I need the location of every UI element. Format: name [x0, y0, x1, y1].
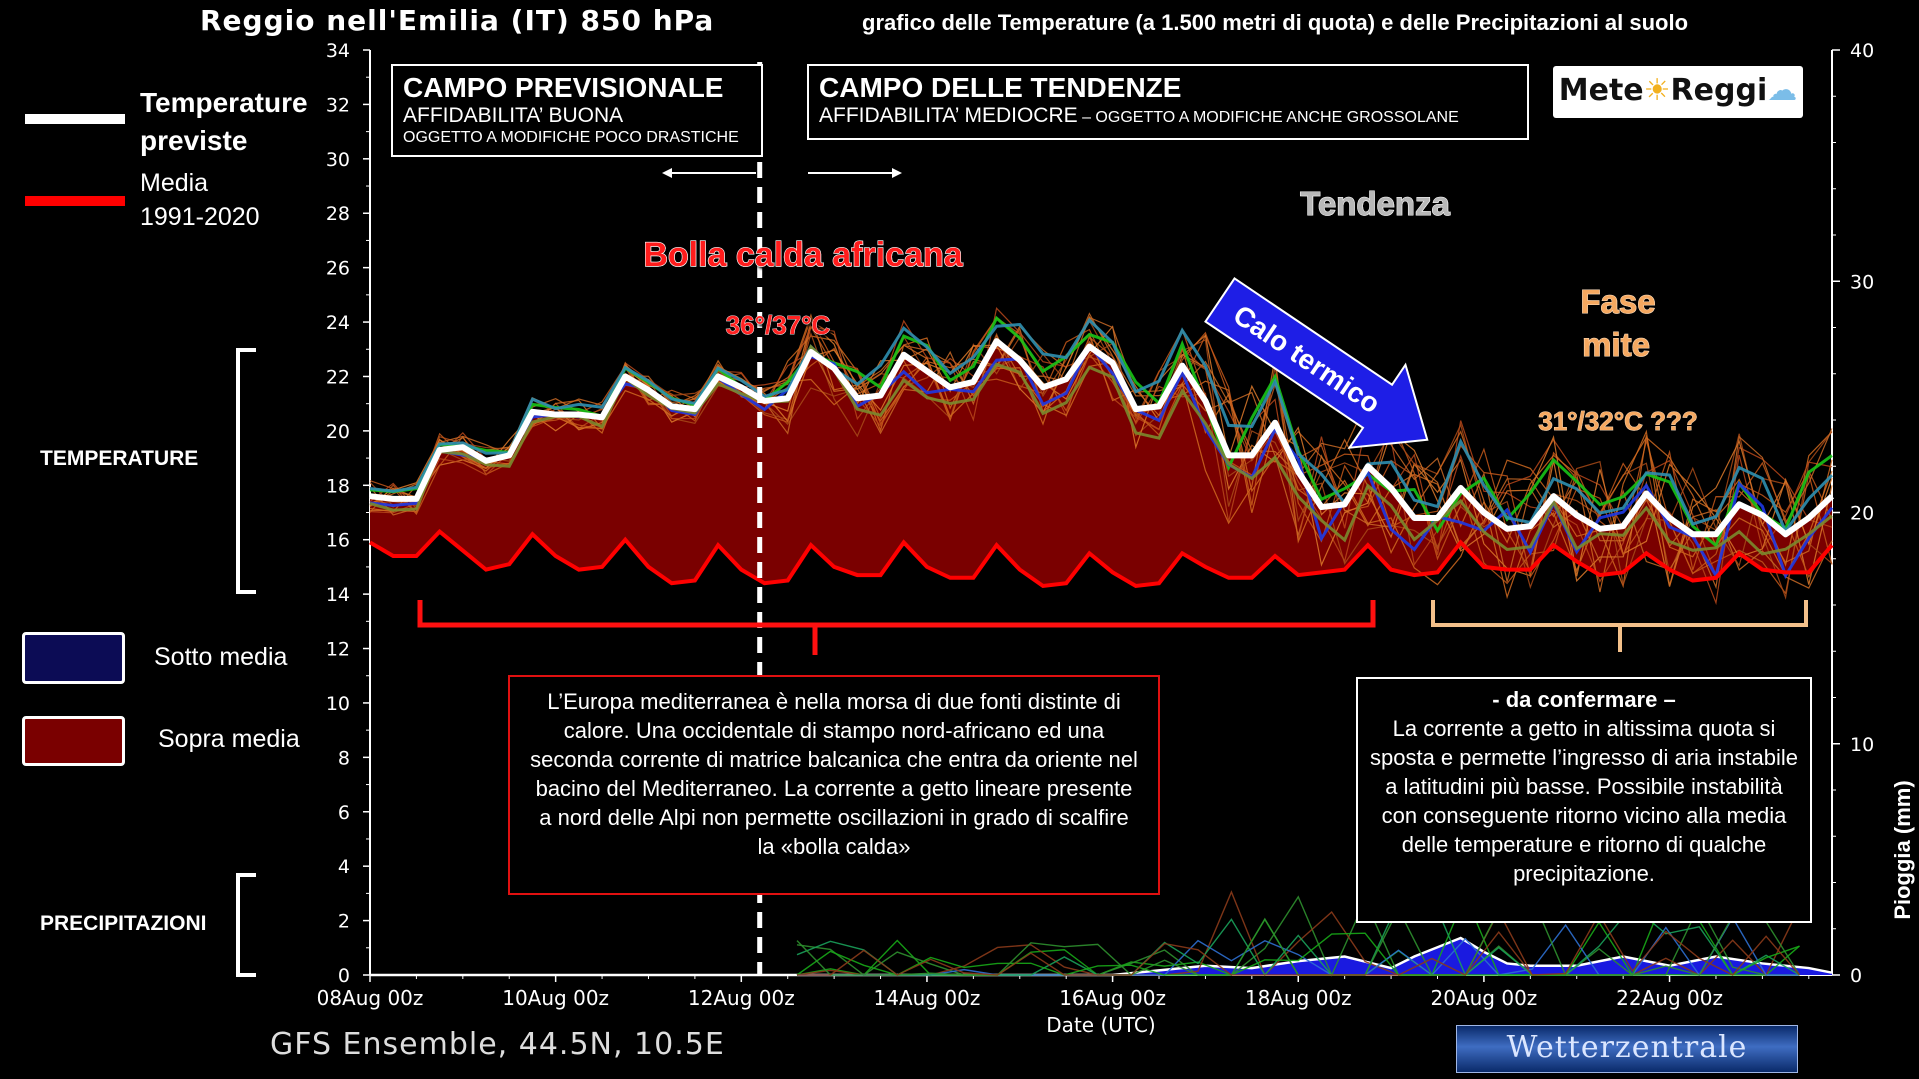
x-tick-label: 10Aug 00z	[502, 986, 609, 1010]
y-tick-label-left: 26	[326, 258, 350, 280]
y-tick-label-left: 4	[338, 856, 350, 878]
y-tick-label-right: 30	[1850, 271, 1874, 293]
cloud-sun-icon: ☁	[1767, 73, 1798, 108]
y-tick-label-right: 10	[1850, 734, 1874, 756]
legend-sotto-swatch	[22, 632, 125, 684]
legend-temp-label-2: previste	[140, 125, 248, 156]
y-tick-label-left: 20	[326, 421, 350, 443]
y-tick-label-left: 32	[326, 94, 350, 116]
legend-media-label-1: Media	[140, 169, 209, 197]
sun-icon: ☀	[1643, 73, 1671, 108]
y-tick-label-right: 0	[1850, 965, 1862, 987]
precipitation-member-line	[796, 912, 1801, 976]
x-axis-label: Date (UTC)	[1046, 1013, 1155, 1037]
legend-temp-line	[25, 114, 125, 124]
chart-subtitle: grafico delle Temperature (a 1.500 metri…	[862, 10, 1689, 35]
campo-tendenze-modifiche: – OGGETTO A MODIFICHE ANCHE GROSSOLANE	[1077, 109, 1459, 126]
legend-media-line	[25, 196, 125, 206]
x-tick-label: 12Aug 00z	[688, 986, 795, 1010]
x-tick-label: 18Aug 00z	[1245, 986, 1352, 1010]
y-tick-label-left: 30	[326, 149, 350, 171]
media-line	[368, 528, 1834, 589]
mite-label: mite	[1582, 326, 1650, 363]
temperature-bracket	[236, 348, 256, 594]
note-left: L’Europa mediterranea è nella morsa di d…	[508, 675, 1160, 895]
y-tick-label-left: 10	[326, 693, 350, 715]
calo-label: Calo termico	[1228, 299, 1386, 420]
note-right: - da confermare – La corrente a getto in…	[1356, 677, 1812, 923]
campo-tendenze-box: CAMPO DELLE TENDENZE AFFIDABILITA’ MEDIO…	[807, 64, 1529, 140]
logo-text-a: Mete	[1558, 73, 1644, 108]
legend-sopra-label: Sopra media	[158, 725, 300, 753]
note-left-text: L’Europa mediterranea è nella morsa di d…	[530, 689, 1138, 859]
wetterzentrale-logo: Wetterzentrale	[1456, 1025, 1798, 1073]
x-tick-label: 16Aug 00z	[1059, 986, 1166, 1010]
note-right-text: La corrente a getto in altissima quota s…	[1370, 716, 1799, 886]
campo-tendenze-reliability: AFFIDABILITA’ MEDIOCRE	[819, 104, 1078, 127]
x-tick-label: 14Aug 00z	[874, 986, 981, 1010]
y-tick-label-left: 8	[338, 747, 350, 769]
note-right-heading: - da confermare –	[1492, 687, 1676, 712]
y-tick-label-left: 0	[338, 965, 350, 987]
campo-tendenze-title: CAMPO DELLE TENDENZE	[819, 72, 1182, 103]
precipitation-section-label: PRECIPITAZIONI	[40, 912, 207, 935]
campo-previsionale-line1: AFFIDABILITA’ BUONA	[403, 104, 624, 127]
precipitation-area	[370, 938, 1832, 975]
precipitation-bracket	[236, 873, 256, 977]
campo-previsionale-box: CAMPO PREVISIONALE AFFIDABILITA’ BUONA O…	[391, 64, 763, 157]
legend-sotto-label: Sotto media	[154, 643, 288, 671]
arrow-left-icon	[662, 168, 672, 178]
campo-tendenze-line1: AFFIDABILITA’ MEDIOCRE – OGGETTO A MODIF…	[819, 104, 1517, 128]
y-tick-label-left: 18	[326, 475, 350, 497]
peak-temp-label: 36°/37°C	[726, 310, 831, 340]
y-tick-label-left: 14	[326, 584, 350, 606]
y-tick-label-right: 40	[1850, 40, 1874, 62]
y-tick-label-left: 34	[326, 40, 350, 62]
y-tick-label-left: 2	[338, 911, 350, 933]
x-tick-label: 20Aug 00z	[1430, 986, 1537, 1010]
arrow-right-icon	[892, 168, 902, 178]
y-tick-label-left: 22	[326, 366, 350, 388]
logo-text-b: Reggi	[1670, 73, 1768, 108]
x-tick-label: 08Aug 00z	[317, 986, 424, 1010]
legend-media-label: Media 1991-2020	[140, 166, 260, 234]
legend-sopra-swatch	[22, 716, 125, 766]
y-tick-label-left: 12	[326, 639, 350, 661]
bolla-label: Bolla calda africana	[643, 236, 963, 274]
legend-temp-label: Temperature previste	[140, 84, 308, 160]
campo-previsionale-line2: OGGETTO A MODIFICHE POCO DRASTICHE	[403, 129, 739, 146]
legend-media-label-2: 1991-2020	[140, 203, 260, 231]
y-tick-label-left: 16	[326, 530, 350, 552]
ensemble-highlight-line	[369, 317, 1834, 535]
bolla-brace	[417, 600, 1376, 655]
mite-temp-label: 31°/32°C ???	[1538, 406, 1698, 436]
fase-label: Fase	[1580, 283, 1655, 320]
y-tick-label-left: 24	[326, 312, 350, 334]
chart-title: Reggio nell'Emilia (IT) 850 hPa	[200, 4, 715, 37]
sopra-media-area	[370, 341, 1832, 586]
calo-arrow-icon	[1204, 277, 1429, 449]
footer-source: GFS Ensemble, 44.5N, 10.5E	[270, 1027, 725, 1062]
temperature-line	[369, 338, 1835, 538]
x-tick-label: 22Aug 00z	[1616, 986, 1723, 1010]
y-tick-label-right: 20	[1850, 503, 1874, 525]
legend-temp-label-1: Temperature	[140, 87, 308, 118]
y-tick-label-left: 28	[326, 203, 350, 225]
y-tick-label-left: 6	[338, 802, 350, 824]
campo-previsionale-title: CAMPO PREVISIONALE	[403, 72, 724, 103]
mite-brace	[1431, 600, 1808, 652]
y-axis-label-right: Pioggia (mm)	[1890, 780, 1915, 919]
temperature-section-label: TEMPERATURE	[40, 447, 199, 470]
meteo-reggio-logo: Mete☀Reggi☁	[1553, 66, 1803, 118]
tendenza-label: Tendenza	[1300, 185, 1450, 222]
